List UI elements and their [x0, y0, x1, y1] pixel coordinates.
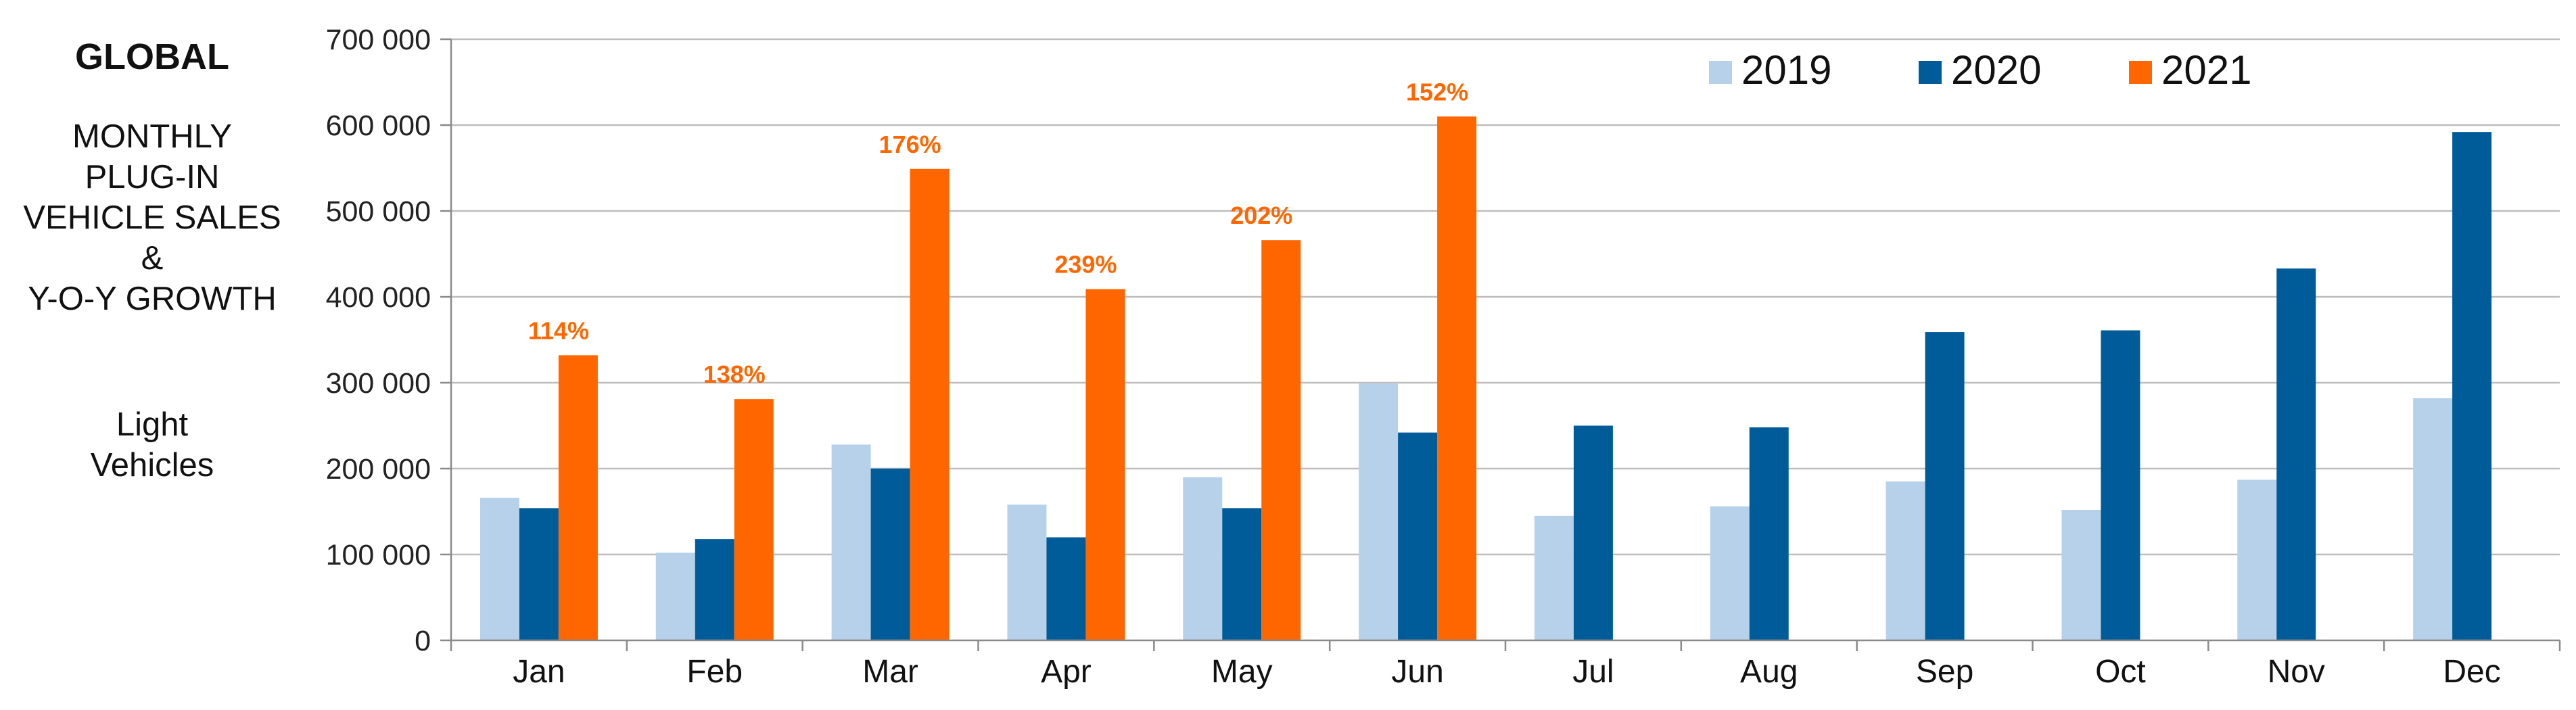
bar-2020-jul	[1573, 425, 1613, 640]
bar-2021-apr	[1085, 289, 1125, 640]
y-tick-label: 700 000	[326, 24, 431, 56]
y-tick-label: 400 000	[326, 281, 431, 314]
side-subline-light: Light	[116, 406, 189, 443]
side-line-yoy-growth: Y-O-Y GROWTH	[28, 281, 277, 317]
bar-2019-jul	[1534, 515, 1574, 640]
bar-2019-dec	[2413, 398, 2453, 640]
legend-swatch	[2129, 61, 2152, 84]
grid-layer	[451, 38, 2560, 556]
x-tick-label-aug: Aug	[1740, 654, 1798, 690]
y-tick-label: 0	[415, 625, 431, 657]
side-line-ampersand: &	[141, 240, 164, 277]
legend-swatch	[1919, 61, 1942, 84]
y-tick-label: 100 000	[326, 539, 431, 571]
side-line-plug-in: PLUG-IN	[85, 159, 220, 195]
side-panel: GLOBAL MONTHLY PLUG-IN VEHICLE SALES & Y…	[0, 0, 304, 710]
legend: 2019 2020 2021	[1709, 47, 2251, 93]
bar-2020-feb	[695, 539, 734, 640]
bar-2020-jun	[1398, 432, 1438, 640]
legend-swatch	[1709, 61, 1732, 84]
bar-2021-mar	[910, 168, 950, 640]
bar-2020-apr	[1046, 537, 1086, 640]
bar-group-jan	[479, 355, 598, 640]
bar-2020-oct	[2101, 330, 2140, 640]
growth-label-may: 202%	[1230, 202, 1292, 229]
growth-label-apr: 239%	[1054, 251, 1117, 279]
side-line-monthly: MONTHLY	[72, 118, 232, 155]
bar-2020-dec	[2452, 132, 2492, 640]
bar-2021-may	[1261, 240, 1301, 640]
x-tick-label-jun: Jun	[1391, 654, 1443, 690]
bar-2021-jun	[1437, 116, 1477, 641]
bar-2019-sep	[1886, 481, 1925, 640]
bars-layer	[479, 116, 2492, 641]
x-tick-label-jan: Jan	[513, 654, 565, 690]
bar-group-jun	[1359, 116, 1477, 641]
legend-label: 2020	[1951, 47, 2041, 93]
y-tick-label: 500 000	[326, 195, 431, 228]
bar-2020-jan	[519, 508, 559, 640]
bar-group-jul	[1534, 425, 1613, 640]
y-axis: 0 100 000 200 000 300 000 400 000 500 000 600 …	[326, 24, 452, 657]
bar-group-dec	[2413, 132, 2492, 640]
y-tick-label: 600 000	[326, 110, 431, 142]
x-tick-label-apr: Apr	[1041, 654, 1092, 690]
legend-item-2021: 2021	[2129, 47, 2251, 93]
x-tick-label-sep: Sep	[1916, 654, 1973, 690]
x-tick-label-mar: Mar	[862, 654, 918, 690]
bar-2019-jun	[1359, 383, 1399, 640]
x-tick-label-feb: Feb	[686, 654, 743, 690]
bar-group-oct	[2061, 330, 2140, 640]
bar-2019-may	[1183, 477, 1223, 640]
bar-group-nov	[2237, 268, 2316, 641]
growth-label-jun: 152%	[1406, 78, 1468, 105]
bar-2019-mar	[831, 444, 871, 640]
growth-label-feb: 138%	[703, 360, 766, 388]
bar-group-mar	[831, 168, 950, 640]
y-tick-label: 300 000	[326, 367, 431, 400]
legend-label: 2019	[1741, 47, 1831, 93]
x-tick-label-nov: Nov	[2268, 654, 2325, 690]
bar-2019-nov	[2237, 479, 2277, 640]
bar-2019-aug	[1710, 506, 1750, 640]
bar-group-aug	[1710, 427, 1789, 640]
bar-2021-feb	[734, 399, 774, 640]
x-tick-label-oct: Oct	[2095, 654, 2146, 690]
x-tick-label-jul: Jul	[1572, 654, 1614, 690]
y-tick-label: 200 000	[326, 453, 431, 486]
bar-2021-jan	[558, 355, 598, 640]
legend-item-2020: 2020	[1919, 47, 2041, 93]
bar-2020-nov	[2276, 268, 2316, 641]
x-tick-label-dec: Dec	[2443, 654, 2500, 690]
bar-2020-may	[1222, 508, 1262, 640]
bar-group-sep	[1886, 332, 1965, 640]
bar-group-feb	[655, 399, 774, 640]
x-tick-label-may: May	[1211, 654, 1273, 690]
legend-label: 2021	[2161, 47, 2251, 93]
bar-group-apr	[1007, 289, 1125, 640]
bar-2019-oct	[2061, 509, 2101, 640]
side-line-vehicle-sales: VEHICLE SALES	[23, 199, 281, 236]
bar-2019-apr	[1007, 504, 1047, 640]
growth-labels: 114% 138% 176% 239% 202% 152%	[528, 78, 1468, 388]
growth-label-mar: 176%	[879, 131, 941, 158]
bar-2020-sep	[1925, 332, 1965, 640]
side-title: GLOBAL	[75, 37, 229, 77]
x-axis: Jan Feb Mar Apr May Jun Jul Aug Sep Oct Nov Dec	[450, 639, 2561, 690]
bar-2019-jan	[479, 498, 519, 640]
growth-label-jan: 114%	[528, 316, 589, 344]
bar-group-may	[1183, 240, 1301, 640]
bar-2019-feb	[655, 552, 695, 640]
bar-2020-aug	[1749, 427, 1789, 640]
bar-2020-mar	[870, 469, 910, 640]
side-subline-vehicles: Vehicles	[90, 447, 214, 483]
legend-item-2019: 2019	[1709, 47, 1831, 93]
